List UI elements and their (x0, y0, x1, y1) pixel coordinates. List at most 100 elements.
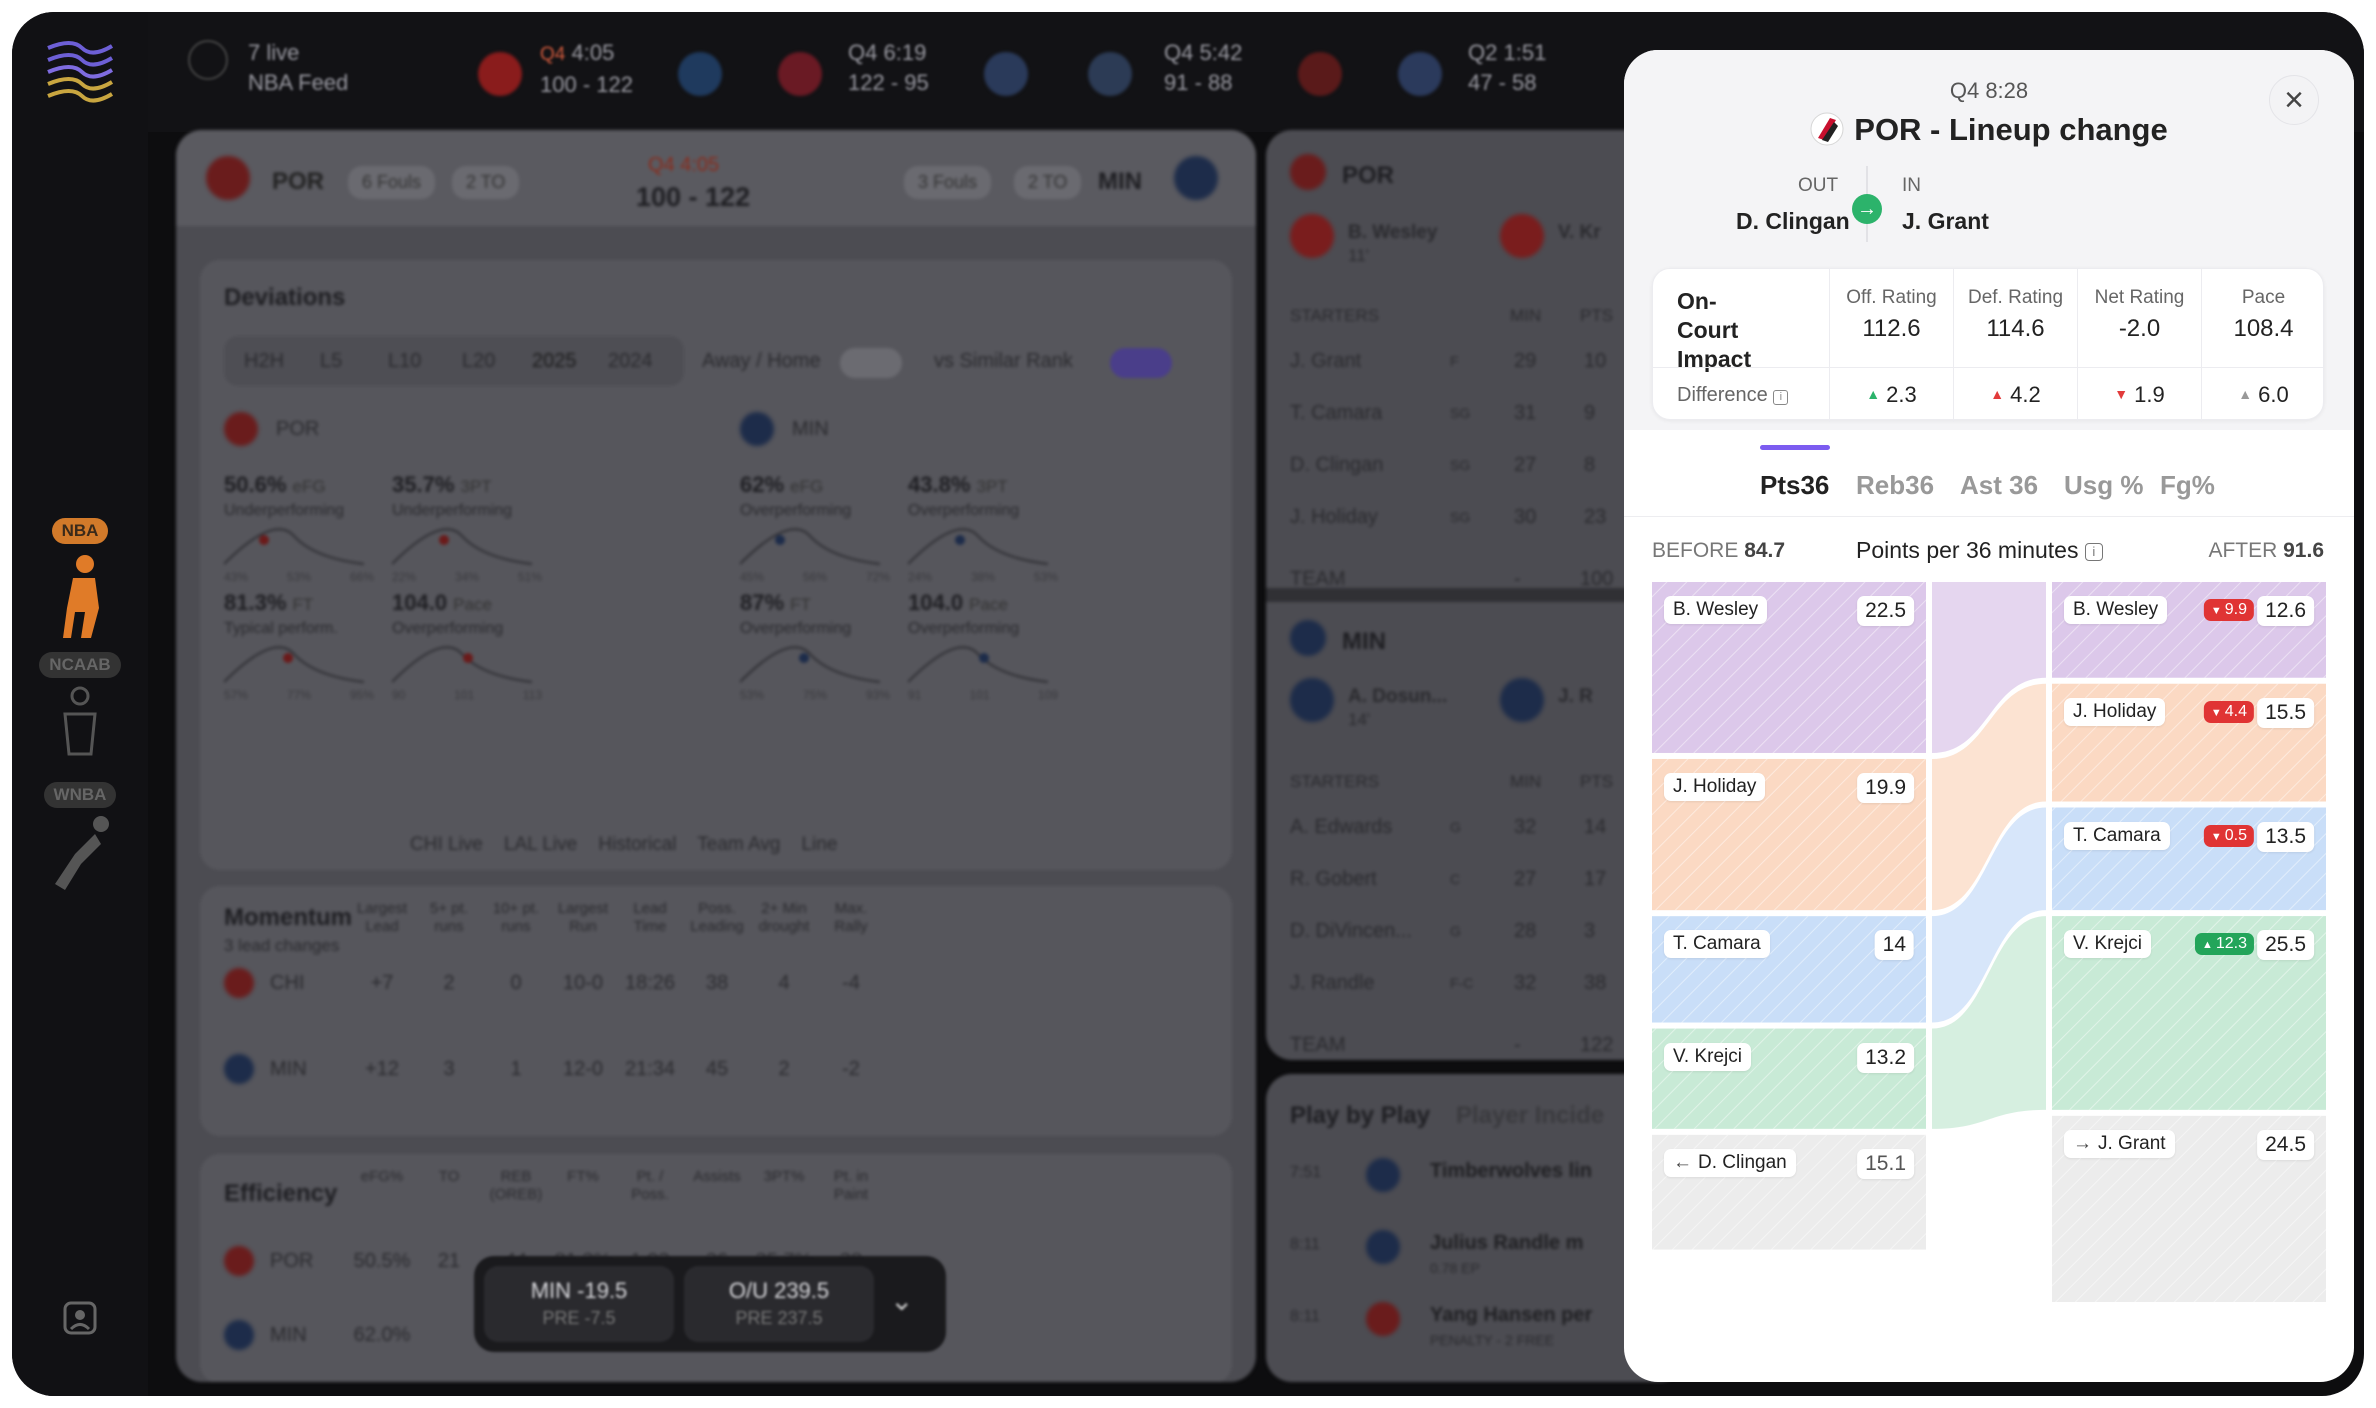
box-player-name[interactable]: R. Gobert (1290, 868, 1377, 890)
box-player-min: 27 (1514, 454, 1537, 476)
after-summary: AFTER 91.6 (2208, 539, 2324, 563)
arrow-down-icon: ▼ (2114, 386, 2129, 402)
game-chip-4[interactable]: Q2 1:51 47 - 58 (1468, 38, 1546, 98)
close-button[interactable]: × (2269, 75, 2319, 125)
box-player-name[interactable]: D. Clingan (1290, 454, 1384, 476)
box-player-name[interactable]: A. Edwards (1290, 816, 1393, 838)
filter-l20[interactable]: L20 (462, 350, 496, 372)
momentum-cell: 0 (510, 972, 522, 994)
momentum-card: Momentum 3 lead changes Largest Lead 5+ p… (200, 886, 1232, 1136)
game-chip-2[interactable]: Q4 6:19 122 - 95 (848, 38, 929, 98)
momentum-col-header: 10+ pt. runs (492, 900, 540, 935)
before-player-label: B. Wesley (1664, 596, 1768, 624)
box-player-pts: 8 (1584, 454, 1596, 476)
deviation-stat: 81.3% FT Typical perform. 57% 77% 95% (224, 590, 374, 702)
delta-value: 4.4 (2224, 702, 2247, 720)
game-chip-3[interactable]: Q4 5:42 91 - 88 (1164, 38, 1242, 98)
deviation-stat: 43.8% 3PT Overperforming 24% 38% 53% (908, 472, 1058, 584)
impact-def-rating: Def. Rating 114.6 (1953, 269, 2077, 419)
player-name: D. Clingan (1698, 1151, 1787, 1173)
tab-player-incidents[interactable]: Player Incide (1456, 1102, 1605, 1129)
delta-badge: ▼ 4.4 (2203, 700, 2254, 723)
tab-play-by-play[interactable]: Play by Play (1290, 1102, 1431, 1129)
filter-2025[interactable]: 2025 (532, 350, 577, 372)
delta-value: 12.3 (2215, 935, 2247, 953)
info-icon[interactable]: i (1773, 390, 1789, 405)
spread-bet[interactable]: MIN -19.5 PRE -7.5 (484, 1266, 674, 1342)
feed-label: NBA Feed (248, 70, 349, 95)
deviation-status: Underperforming (224, 502, 345, 519)
box-player-pos: SG (1450, 405, 1471, 421)
user-profile-icon[interactable] (62, 1300, 98, 1336)
deviation-stat: 104.0 Pace Overperforming 90 101 113 (392, 590, 542, 702)
box-player-name[interactable]: J. Grant (1290, 350, 1362, 372)
away-fouls: 3 Fouls (904, 166, 992, 199)
box-team-pts: 100 (1580, 568, 1614, 590)
deviation-stat: 87% FT Overperforming 53% 75% 93% (740, 590, 890, 702)
game-chip-1[interactable]: Q4 4:05 100 - 122 (540, 38, 633, 100)
filter-l5[interactable]: L5 (320, 350, 343, 372)
chevron-down-icon[interactable]: ⌄ (890, 1285, 914, 1316)
box-player-name[interactable]: T. Camara (1290, 402, 1383, 424)
tab-fg[interactable]: Fg% (2160, 470, 2215, 500)
game-3-score: 91 - 88 (1164, 70, 1233, 95)
efficiency-col-header: Pt. in Paint (833, 1168, 869, 1203)
distribution-curve (392, 528, 532, 565)
filter-h2h[interactable]: H2H (244, 350, 285, 372)
before-player-label: ← D. Clingan (1664, 1148, 1796, 1177)
away-home-toggle[interactable] (840, 348, 902, 378)
efficiency-col-header: TO (438, 1168, 460, 1185)
sidebar-item-wnba[interactable]: WNBA (12, 782, 148, 894)
box-player-name[interactable]: D. DiVincen... (1290, 920, 1412, 942)
deviation-value: 104.0 Pace (908, 590, 1008, 615)
momentum-cell: 45 (705, 1058, 729, 1080)
box-player-pts: 10 (1584, 350, 1607, 372)
sidebar-item-ncaab[interactable]: NCAAB (12, 652, 148, 764)
player-name: J. Holiday (1673, 775, 1757, 797)
after-player-value: 24.5 (2257, 1129, 2314, 1160)
box-player-min: 31 (1514, 402, 1537, 424)
tab-pts36[interactable]: Pts36 (1760, 470, 1830, 500)
distribution-curve (908, 646, 1048, 683)
delta-value: 0.5 (2224, 826, 2247, 844)
similar-rank-toggle[interactable] (1110, 348, 1172, 378)
efficiency-cell: 62.0% (353, 1324, 411, 1346)
home-fouls: 6 Fouls (348, 166, 436, 199)
momentum-team: MIN (270, 1058, 307, 1080)
tab-usg[interactable]: Usg % (2064, 470, 2144, 500)
team-logo-icon (224, 1320, 254, 1350)
deviation-value: 43.8% 3PT (908, 472, 1008, 497)
tab-reb36[interactable]: Reb36 (1856, 470, 1935, 500)
filter-2024[interactable]: 2024 (608, 350, 653, 372)
box-player-pos: F-C (1450, 975, 1474, 991)
impact-col-value: 108.4 (2233, 315, 2294, 342)
nba-feed-chip[interactable]: 7 live NBA Feed (248, 38, 348, 98)
deviation-value: 50.6% eFG (224, 472, 326, 497)
filter-l10[interactable]: L10 (388, 350, 422, 372)
sidebar-item-nba[interactable]: NBA (12, 518, 148, 642)
after-player-value: 12.6 (2257, 596, 2314, 626)
impact-col-value: 112.6 (1862, 315, 1921, 342)
modal-title-text: POR - Lineup change (1854, 112, 2168, 147)
player-name: V. Krejci (1673, 1045, 1742, 1067)
after-player-label: V. Krejci (2064, 930, 2151, 959)
legend-lal-live: LAL Live (503, 834, 578, 855)
curve-ticks: 53% 75% 93% (740, 688, 890, 702)
away-home-toggle-label: Away / Home (702, 350, 821, 372)
box-player-name[interactable]: J. Randle (1290, 972, 1375, 994)
deviation-value: 87% FT (740, 590, 811, 615)
total-bet[interactable]: O/U 239.5 PRE 237.5 (684, 1266, 874, 1342)
in-label: IN (1902, 175, 1921, 196)
box-player-pos: G (1450, 923, 1461, 939)
modal-time: Q4 8:28 (1949, 78, 2029, 103)
difference-label-text: Difference (1677, 384, 1768, 406)
box-player-name[interactable]: J. Holiday (1290, 506, 1378, 528)
sankey-flow (1932, 807, 2046, 1023)
tab-ast36[interactable]: Ast 36 (1960, 470, 2039, 500)
curve-ticks: 90 101 113 (392, 688, 542, 702)
deviation-status: Overperforming (908, 502, 1020, 519)
featured-player-1-mins: 11' (1348, 246, 1369, 265)
after-player-label: J. Holiday (2064, 697, 2166, 726)
info-icon[interactable]: i (2084, 543, 2103, 561)
similar-rank-toggle-label: vs Similar Rank (934, 350, 1073, 372)
